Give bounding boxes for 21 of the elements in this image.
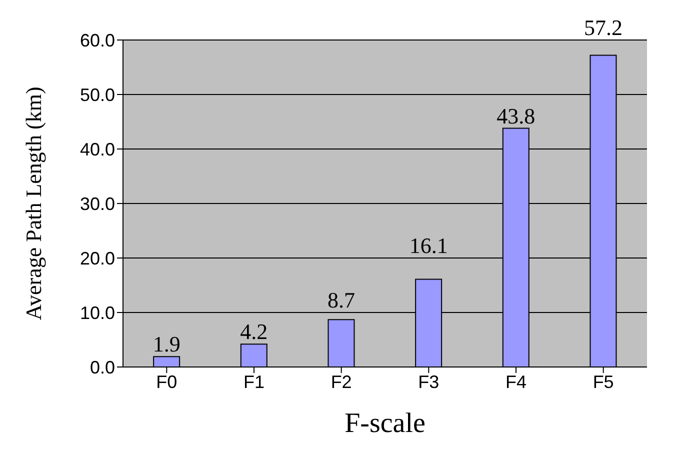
y-axis-title: Average Path Length (km)	[20, 86, 46, 320]
data-label: 1.9	[152, 332, 180, 357]
data-label: 43.8	[496, 103, 536, 128]
x-tick-label: F5	[592, 372, 614, 392]
y-tick-label: 20.0	[80, 248, 115, 268]
y-tick-label: 30.0	[80, 194, 115, 214]
data-label: 16.1	[409, 233, 448, 258]
x-axis-title: F-scale	[344, 408, 426, 439]
data-label: 8.7	[327, 288, 355, 312]
y-tick-label: 60.0	[80, 30, 115, 50]
x-tick-label: F1	[243, 372, 265, 392]
x-tick-label: F0	[156, 372, 178, 392]
y-tick-label: 10.0	[80, 302, 115, 323]
data-label: 57.2	[584, 15, 622, 40]
x-tick-label: F4	[505, 372, 527, 392]
x-tick-label: F2	[330, 372, 352, 392]
y-tick-label: 50.0	[80, 84, 115, 105]
y-tick-label: 0.0	[90, 357, 115, 378]
y-tick-label: 40.0	[80, 139, 115, 160]
data-label: 4.2	[240, 319, 268, 344]
x-tick-label: F3	[418, 372, 440, 392]
